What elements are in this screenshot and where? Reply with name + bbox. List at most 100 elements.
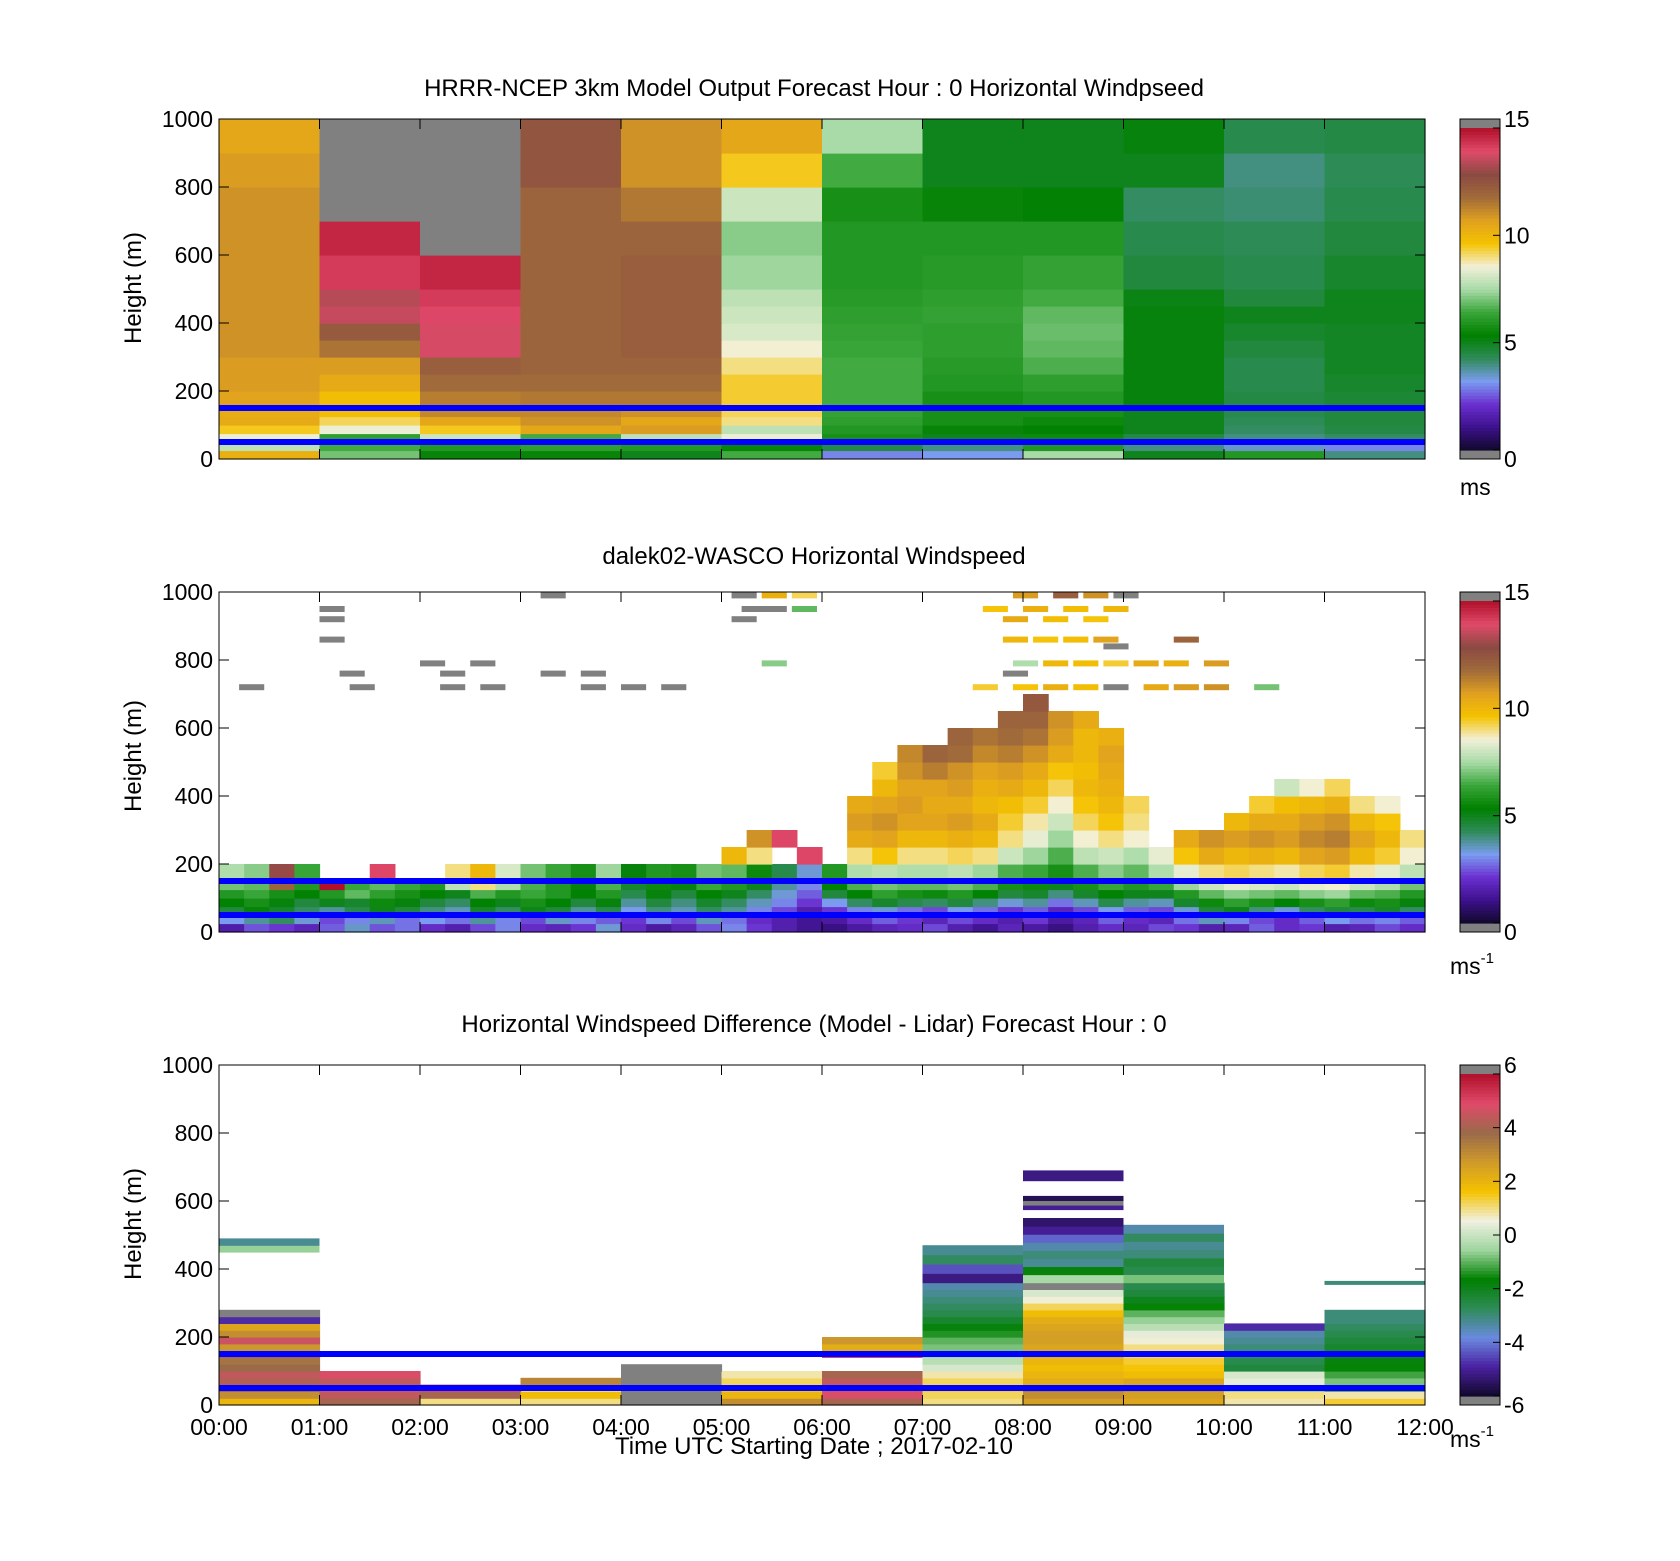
heatmap-cell — [319, 1371, 421, 1379]
colorbar-swatch — [1460, 1273, 1500, 1278]
colorbar-swatch — [1460, 147, 1500, 152]
heatmap-cell — [771, 898, 798, 908]
colorbar-swatch — [1460, 1389, 1500, 1394]
heatmap-cell — [1349, 830, 1376, 848]
sparse-return — [1143, 684, 1169, 691]
heatmap-cell — [1023, 864, 1049, 882]
heatmap-cell — [219, 255, 321, 290]
heatmap-cell — [822, 374, 924, 392]
heatmap-cell — [219, 433, 321, 443]
heatmap-cell — [721, 374, 823, 392]
upper-cell — [1324, 1280, 1425, 1285]
heatmap-cell — [847, 881, 873, 891]
heatmap-cell — [570, 906, 597, 916]
colorbar-swatch — [1460, 1238, 1500, 1243]
heatmap-cell — [1374, 923, 1401, 933]
heatmap-cell — [1374, 906, 1401, 916]
sparse-return — [580, 684, 606, 691]
heatmap-cell — [520, 915, 547, 925]
panel-model-title: HRRR-NCEP 3km Model Output Forecast Hour… — [424, 75, 1204, 102]
colorbar-swatch — [1460, 1347, 1500, 1352]
heatmap-cell — [922, 306, 1024, 324]
heatmap-cell — [1324, 1316, 1426, 1324]
heatmap-cell — [621, 187, 723, 222]
heatmap-cell — [1023, 1371, 1125, 1379]
heatmap-cell — [721, 1377, 823, 1386]
colorbar-swatch — [1460, 1231, 1500, 1236]
heatmap-cell — [1073, 745, 1099, 763]
heatmap-cell — [947, 898, 974, 908]
heatmap-cell — [947, 796, 974, 814]
heatmap-cell — [1148, 898, 1175, 908]
colorbar-swatch — [1460, 810, 1500, 815]
colorbar-swatch — [1460, 694, 1500, 699]
heatmap-cell — [847, 796, 873, 814]
colorbar-swatch — [1460, 411, 1500, 416]
heatmap-cell — [1148, 923, 1175, 933]
heatmap-cell — [1098, 728, 1125, 746]
colorbar-swatch — [1460, 350, 1500, 354]
heatmap-cell — [972, 906, 999, 916]
colorbar-swatch — [1460, 1309, 1500, 1313]
colorbar-swatch — [1460, 366, 1500, 371]
heatmap-cell — [1098, 889, 1125, 899]
heatmap-cell — [922, 923, 949, 933]
sparse-return — [761, 606, 787, 612]
heatmap-cell — [219, 221, 321, 256]
heatmap-cell — [1399, 847, 1426, 865]
heatmap-cell — [1123, 1316, 1225, 1324]
heatmap-cell — [244, 881, 270, 891]
heatmap-cell — [796, 847, 823, 865]
colorbar-swatch — [1460, 1305, 1500, 1310]
sparse-return — [1203, 684, 1230, 691]
heatmap-cell — [1399, 906, 1426, 916]
heatmap-cell — [922, 762, 949, 780]
heatmap-cell — [822, 357, 924, 375]
heatmap-cell — [1324, 187, 1426, 222]
heatmap-cell — [1224, 830, 1250, 848]
heatmap-cell — [1123, 1289, 1225, 1297]
colorbar-swatch — [1460, 726, 1500, 731]
heatmap-cell — [822, 442, 924, 452]
heatmap-cell — [646, 923, 672, 933]
heatmap-cell — [1224, 340, 1326, 358]
heatmap-cell — [897, 881, 924, 891]
colorbar-swatch — [1460, 250, 1500, 255]
heatmap-cell — [595, 898, 622, 908]
heatmap-cell — [1249, 898, 1275, 908]
heatmap-cell — [1274, 906, 1300, 916]
heatmap-cell — [822, 425, 924, 435]
heatmap-cell — [621, 255, 723, 290]
heatmap-cell — [872, 762, 898, 780]
heatmap-cell — [1148, 915, 1175, 925]
heatmap-cell — [1349, 889, 1376, 899]
heatmap-cell — [219, 881, 245, 891]
heatmap-cell — [1299, 864, 1326, 882]
heatmap-cell — [545, 898, 572, 908]
heatmap-cell — [922, 1323, 1024, 1331]
upper-cell — [1123, 1257, 1224, 1267]
sparse-return — [1023, 606, 1049, 612]
colorbar-tick-label: 10 — [1504, 222, 1530, 248]
heatmap-cell — [1098, 762, 1125, 780]
heatmap-cell — [294, 923, 321, 933]
heatmap-cell — [1324, 923, 1351, 933]
colorbar-swatch — [1460, 369, 1500, 374]
heatmap-cell — [1374, 898, 1401, 908]
colorbar-swatch — [1460, 356, 1500, 361]
heatmap-cell — [1324, 779, 1351, 797]
colorbar-swatch — [1460, 1360, 1500, 1365]
heatmap-cell — [621, 289, 723, 307]
colorbar-swatch — [1460, 1373, 1500, 1378]
colorbar-swatch — [1460, 1096, 1500, 1101]
colorbar-swatch — [1460, 408, 1500, 412]
heatmap-cell — [1123, 1309, 1225, 1318]
heatmap-cell — [671, 906, 697, 916]
heatmap-cell — [319, 119, 421, 154]
heatmap-cell — [1123, 357, 1225, 375]
heatmap-cell — [420, 187, 522, 222]
heatmap-cell — [545, 889, 572, 899]
y-tick-label: 600 — [175, 242, 213, 268]
heatmap-cell — [1123, 1357, 1225, 1365]
colorbar-tick-label: 0 — [1504, 446, 1517, 472]
